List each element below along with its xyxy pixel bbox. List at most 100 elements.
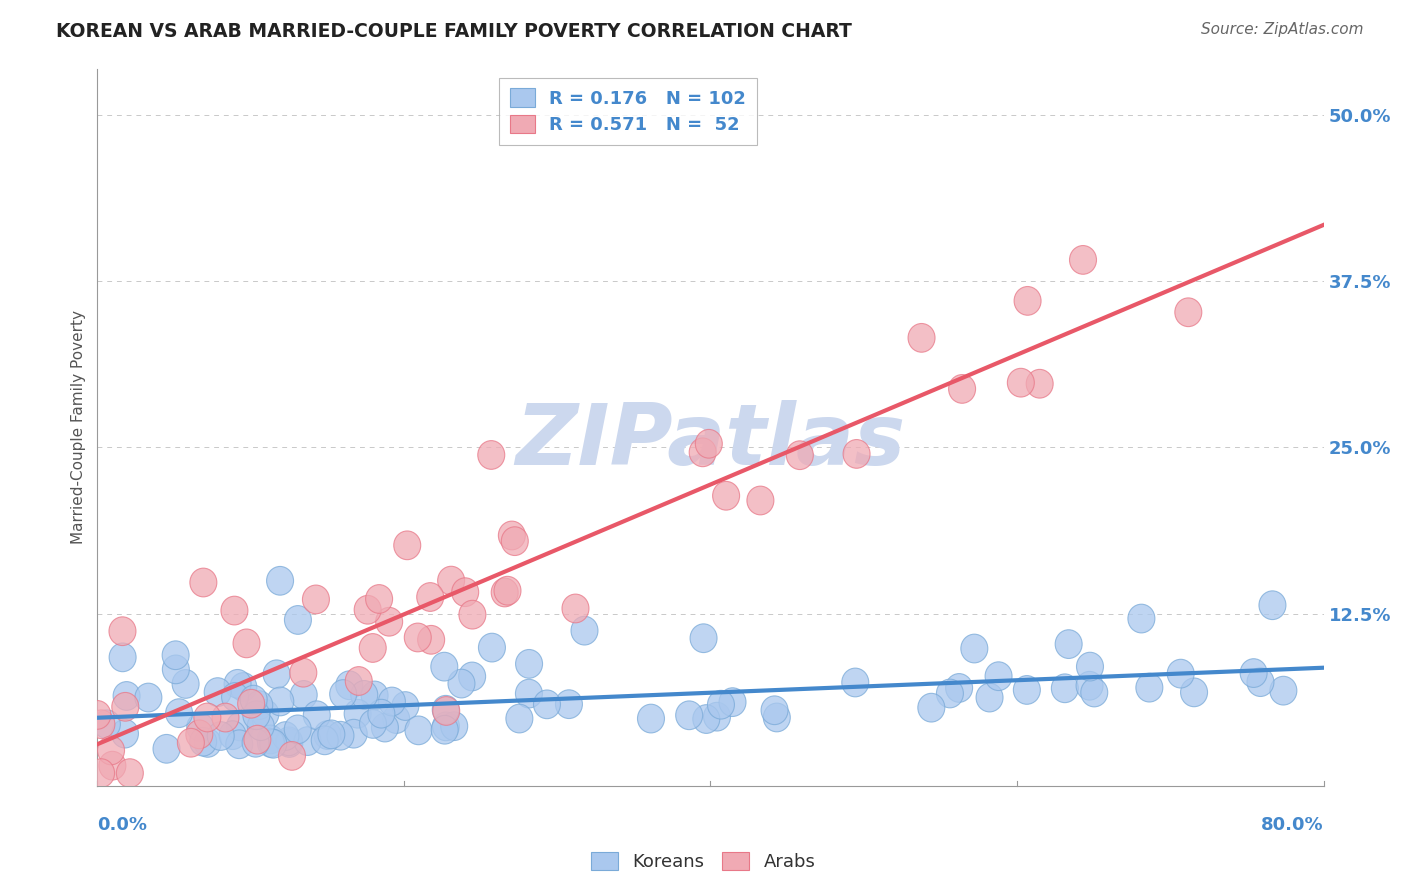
Ellipse shape [1052,674,1078,703]
Ellipse shape [110,617,136,646]
Ellipse shape [842,668,869,697]
Text: 80.0%: 80.0% [1261,815,1323,834]
Text: Source: ZipAtlas.com: Source: ZipAtlas.com [1201,22,1364,37]
Ellipse shape [440,712,468,740]
Ellipse shape [405,716,432,745]
Ellipse shape [1014,675,1040,705]
Ellipse shape [707,690,734,719]
Ellipse shape [257,725,284,754]
Ellipse shape [226,730,253,758]
Ellipse shape [267,566,294,595]
Ellipse shape [110,643,136,672]
Ellipse shape [936,679,963,708]
Ellipse shape [284,715,311,744]
Ellipse shape [392,691,419,721]
Ellipse shape [375,607,402,636]
Ellipse shape [224,670,252,698]
Ellipse shape [242,729,269,757]
Ellipse shape [278,741,305,771]
Ellipse shape [1167,659,1194,688]
Ellipse shape [571,616,598,645]
Ellipse shape [458,662,485,690]
Ellipse shape [696,429,723,458]
Ellipse shape [382,705,409,733]
Ellipse shape [314,721,342,749]
Ellipse shape [302,585,329,614]
Ellipse shape [449,669,475,698]
Ellipse shape [177,729,204,757]
Ellipse shape [153,734,180,764]
Legend: R = 0.176   N = 102, R = 0.571   N =  52: R = 0.176 N = 102, R = 0.571 N = 52 [499,78,756,145]
Ellipse shape [502,527,529,556]
Ellipse shape [346,666,373,696]
Ellipse shape [1014,286,1040,315]
Ellipse shape [378,687,405,716]
Ellipse shape [204,678,231,706]
Ellipse shape [219,721,246,749]
Ellipse shape [394,531,420,559]
Ellipse shape [432,696,460,724]
Ellipse shape [1070,245,1097,274]
Ellipse shape [1258,591,1286,620]
Ellipse shape [221,596,247,625]
Ellipse shape [433,697,460,725]
Ellipse shape [418,625,444,654]
Ellipse shape [1181,678,1208,706]
Ellipse shape [713,482,740,510]
Ellipse shape [976,683,1002,712]
Ellipse shape [371,714,398,742]
Ellipse shape [1007,368,1035,397]
Ellipse shape [318,720,344,748]
Ellipse shape [1270,676,1296,705]
Ellipse shape [117,759,143,788]
Ellipse shape [271,722,299,750]
Ellipse shape [478,441,505,469]
Ellipse shape [267,687,294,715]
Ellipse shape [718,688,747,716]
Ellipse shape [516,649,543,678]
Ellipse shape [344,699,371,728]
Ellipse shape [229,673,257,701]
Ellipse shape [437,566,464,595]
Ellipse shape [844,440,870,468]
Text: 0.0%: 0.0% [97,815,148,834]
Ellipse shape [405,624,432,652]
Ellipse shape [112,692,139,721]
Ellipse shape [416,582,444,611]
Ellipse shape [693,705,720,733]
Legend: Koreans, Arabs: Koreans, Arabs [583,846,823,879]
Text: KOREAN VS ARAB MARRIED-COUPLE FAMILY POVERTY CORRELATION CHART: KOREAN VS ARAB MARRIED-COUPLE FAMILY POV… [56,22,852,41]
Ellipse shape [172,670,200,698]
Ellipse shape [97,736,125,764]
Ellipse shape [1175,298,1202,326]
Ellipse shape [946,673,973,702]
Ellipse shape [1077,652,1104,681]
Ellipse shape [676,701,703,730]
Ellipse shape [1128,604,1154,633]
Ellipse shape [111,719,138,748]
Ellipse shape [340,719,367,748]
Ellipse shape [960,634,988,663]
Ellipse shape [222,682,249,711]
Ellipse shape [328,722,354,750]
Ellipse shape [243,725,271,754]
Ellipse shape [516,680,543,708]
Ellipse shape [276,727,302,756]
Ellipse shape [162,655,190,684]
Ellipse shape [491,578,519,607]
Ellipse shape [311,726,339,755]
Ellipse shape [260,730,287,758]
Ellipse shape [84,700,111,730]
Ellipse shape [166,698,193,728]
Ellipse shape [908,324,935,352]
Ellipse shape [290,681,318,709]
Ellipse shape [276,729,302,757]
Ellipse shape [506,704,533,733]
Ellipse shape [366,584,392,614]
Ellipse shape [89,710,115,739]
Ellipse shape [1240,658,1267,688]
Ellipse shape [194,729,221,757]
Ellipse shape [233,629,260,657]
Ellipse shape [243,701,270,730]
Ellipse shape [1076,672,1104,700]
